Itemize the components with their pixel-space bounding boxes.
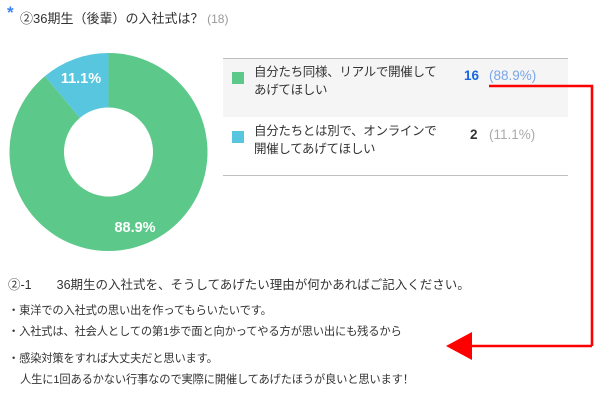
svg-text:11.1%: 11.1% xyxy=(61,71,101,87)
svg-text:88.9%: 88.9% xyxy=(114,220,155,236)
